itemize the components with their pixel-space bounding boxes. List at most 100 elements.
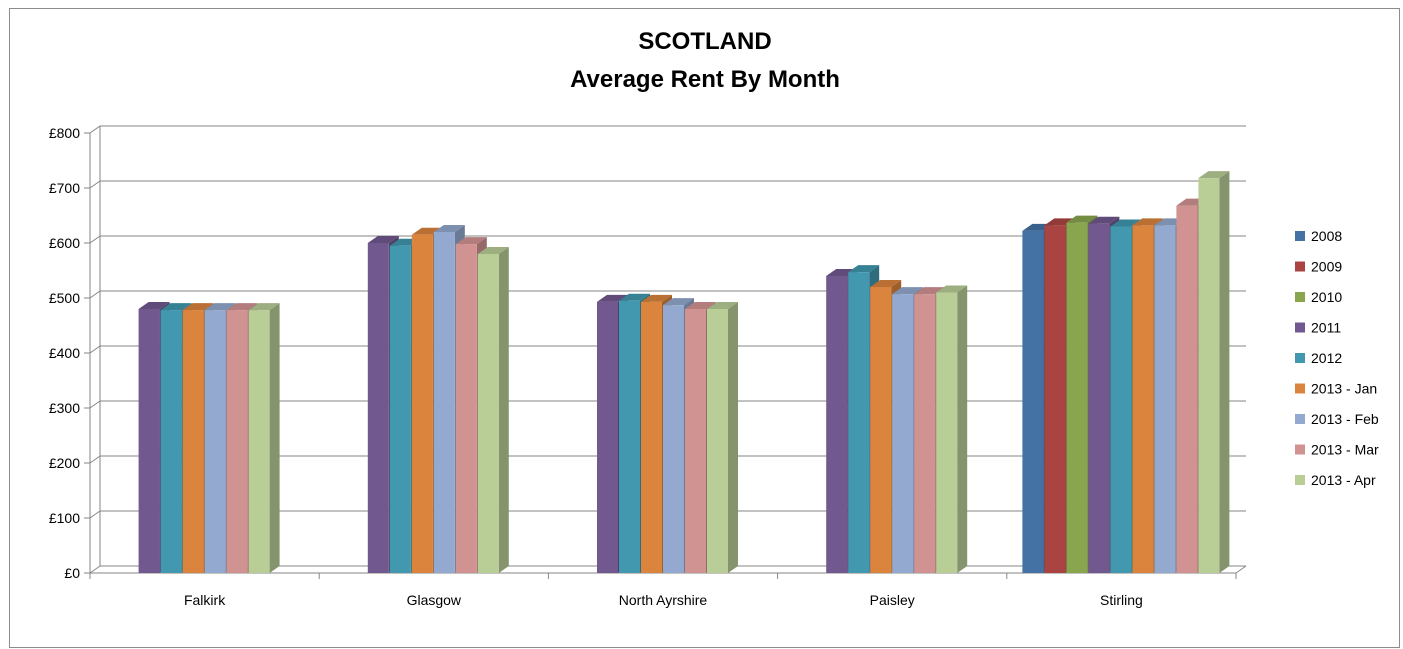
- y-tick-label: £0: [64, 565, 80, 581]
- bar-top: [1088, 216, 1120, 224]
- bar-top: [848, 265, 880, 273]
- y-tick-label: £200: [49, 455, 80, 471]
- bar-front: [1132, 225, 1154, 573]
- bar-top: [1132, 218, 1164, 226]
- bar-top: [226, 303, 258, 311]
- bar-front: [138, 309, 160, 573]
- y-tick-label: £800: [49, 125, 80, 141]
- bar: [936, 285, 968, 573]
- bar-side: [498, 247, 509, 573]
- bar-top: [663, 298, 694, 306]
- y-tick-label: £700: [49, 180, 80, 196]
- bar-front: [1022, 230, 1044, 573]
- bar-front: [367, 243, 389, 573]
- bar-top: [936, 285, 968, 293]
- bar-front: [226, 310, 248, 573]
- bar-front: [892, 294, 914, 573]
- bar-front: [1066, 222, 1088, 573]
- bar-top: [182, 303, 214, 311]
- bar-front: [707, 309, 728, 573]
- bar-top: [433, 225, 465, 232]
- bar-top: [892, 287, 924, 295]
- bar-top: [248, 303, 280, 311]
- legend-swatch: [1295, 353, 1305, 363]
- bar-front: [389, 245, 411, 573]
- gridline-depth: [89, 235, 101, 244]
- bar-front: [663, 305, 684, 573]
- bar-side: [1219, 171, 1230, 573]
- bar-front: [597, 301, 618, 573]
- bar-front: [1198, 178, 1220, 573]
- legend-swatch: [1295, 261, 1305, 272]
- gridline-depth: [89, 290, 101, 299]
- bar-front: [826, 276, 848, 573]
- bar-front: [248, 310, 270, 573]
- bar-front: [455, 244, 477, 573]
- legend-swatch: [1295, 475, 1305, 485]
- legend-swatch: [1295, 383, 1305, 394]
- gridline-depth: [89, 180, 101, 189]
- bar-top: [685, 302, 716, 309]
- bar-front: [182, 310, 204, 573]
- legend-label: 2010: [1311, 289, 1342, 305]
- plot-area: £0 £100 £200 £300 £400 £500 £600 £700 £800 Falkir…: [49, 125, 1247, 608]
- bar-top: [1198, 171, 1230, 179]
- legend: 2008 2009 2010 2011 2012 2013 - Jan 2013 - Feb…: [1295, 228, 1379, 488]
- y-tick-label: £300: [49, 400, 80, 416]
- bar-front: [411, 234, 433, 573]
- chart-frame: SCOTLAND Average Rent By Month £0 £100 £20…: [9, 8, 1400, 648]
- bar-front: [685, 309, 706, 573]
- legend-label: 2013 - Apr: [1311, 472, 1376, 488]
- bar: [1198, 171, 1230, 573]
- bar-top: [641, 294, 672, 302]
- bar-front: [1088, 223, 1110, 573]
- legend-label: 2013 - Jan: [1311, 381, 1377, 397]
- bar-side: [269, 303, 280, 573]
- gridline-depth: [89, 125, 101, 134]
- bar-front: [160, 310, 182, 573]
- legend-label: 2008: [1311, 228, 1342, 244]
- floor-right-edge: [1235, 565, 1247, 574]
- bar-front: [619, 300, 640, 573]
- bar-top: [367, 236, 399, 243]
- x-tick-label: Paisley: [870, 592, 915, 608]
- bar-front: [1044, 225, 1066, 573]
- bar-front: [870, 287, 892, 573]
- bar-top: [619, 293, 650, 301]
- bar-front: [1110, 226, 1132, 573]
- bar-side: [957, 285, 968, 573]
- bar-front: [848, 272, 870, 573]
- legend-swatch: [1295, 322, 1305, 333]
- y-tick-label: £100: [49, 510, 80, 526]
- bar-top: [160, 303, 192, 311]
- bar: [248, 303, 280, 573]
- chart-title-line-1: SCOTLAND: [638, 28, 771, 55]
- x-tick-label: Falkirk: [184, 592, 226, 608]
- legend-swatch: [1295, 231, 1305, 241]
- bar-top: [204, 303, 236, 311]
- bar-front: [204, 310, 226, 573]
- bar-front: [477, 254, 499, 573]
- chart-title-line-2: Average Rent By Month: [570, 66, 840, 93]
- bar-top: [138, 302, 170, 309]
- chart-svg: SCOTLAND Average Rent By Month £0 £100 £20…: [49, 28, 1379, 608]
- bar-front: [641, 301, 662, 573]
- y-tick-label: £500: [49, 290, 80, 306]
- gridline-depth: [89, 455, 101, 464]
- legend-label: 2012: [1311, 350, 1342, 366]
- y-tick-label: £600: [49, 235, 80, 251]
- bar-top: [455, 237, 487, 245]
- bar-top: [707, 302, 738, 309]
- bar-top: [477, 247, 509, 254]
- legend-swatch: [1295, 414, 1305, 424]
- legend-label: 2013 - Mar: [1311, 442, 1379, 458]
- chart-title: SCOTLAND Average Rent By Month: [570, 28, 840, 93]
- bar-front: [1176, 205, 1198, 573]
- legend-swatch: [1295, 444, 1305, 455]
- legend-label: 2013 - Feb: [1311, 411, 1379, 427]
- gridline-depth: [89, 345, 101, 354]
- bar-side: [728, 302, 738, 573]
- bar-front: [433, 232, 455, 573]
- x-tick-label: Glasgow: [407, 592, 462, 608]
- gridline-depth: [89, 510, 101, 519]
